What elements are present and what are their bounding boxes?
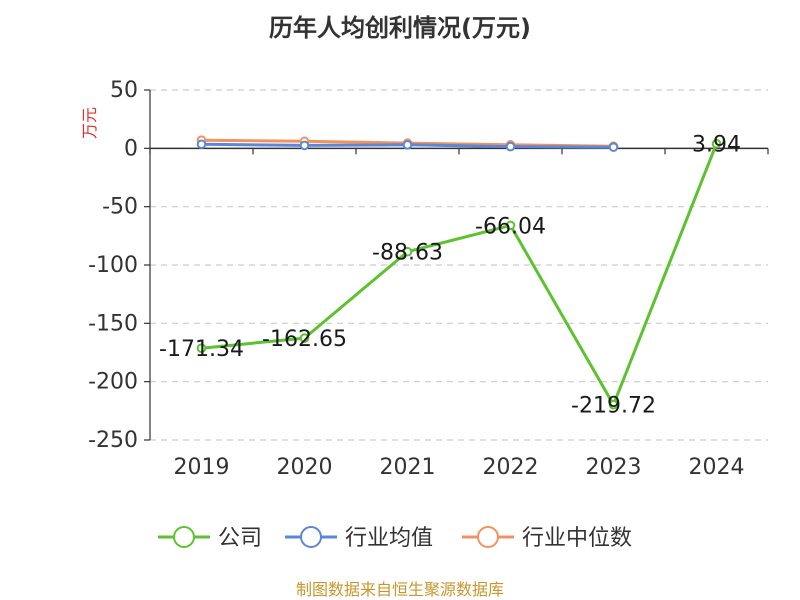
series-point-0 (505, 220, 516, 231)
legend-marker (173, 526, 195, 548)
series-line-0 (201, 143, 718, 407)
series-point-0 (711, 138, 722, 149)
y-tick-label: -100 (88, 253, 138, 278)
data-label: -171.34 (159, 337, 244, 362)
y-tick-label: -200 (88, 370, 138, 395)
chart-title: 历年人均创利情况(万元) (269, 14, 531, 42)
series-point-1 (196, 139, 207, 150)
data-labels: -171.34 -162.65 -88.63 -66.04 -219.72 3.94 (159, 133, 741, 419)
legend-label: 公司 (218, 526, 262, 551)
y-tick-label: -250 (88, 428, 138, 453)
legend-label: 行业均值 (345, 526, 433, 551)
series-point-1 (505, 141, 516, 152)
source-note: 制图数据来自恒生聚源数据库 (296, 580, 504, 599)
series-point-0 (608, 399, 619, 410)
axes (144, 89, 769, 441)
y-tick-label: -150 (88, 311, 138, 336)
x-tick-label: 2021 (380, 455, 436, 480)
data-label: -219.72 (571, 394, 656, 419)
grid-lines (150, 89, 768, 441)
y-tick-label: 50 (110, 78, 138, 103)
legend-item-1[interactable]: 行业均值 (285, 526, 433, 551)
legend[interactable]: 公司 行业均值 行业中位数 (158, 526, 632, 551)
x-tick-labels: 2019 2020 2021 2022 2023 2024 (174, 455, 745, 480)
series-point-0 (196, 343, 207, 354)
data-label: -66.04 (475, 214, 546, 239)
series-point-0 (402, 246, 413, 257)
data-label: -162.65 (262, 327, 347, 352)
legend-marker (300, 526, 322, 548)
series-point-1 (608, 142, 619, 152)
x-tick-label: 2024 (689, 455, 745, 480)
series-layer (196, 135, 722, 410)
data-label: -88.63 (372, 241, 443, 266)
series-point-0 (299, 333, 310, 343)
series-point-1 (402, 140, 413, 150)
x-tick-label: 2020 (277, 455, 333, 480)
x-tick-label: 2019 (174, 455, 230, 480)
legend-label: 行业中位数 (522, 526, 632, 551)
legend-item-2[interactable]: 行业中位数 (462, 526, 632, 551)
y-tick-labels: 50 0 -50 -100 -150 -200 -250 (88, 78, 138, 453)
x-tick-label: 2023 (586, 455, 642, 480)
x-tick-label: 2022 (483, 455, 539, 480)
y-axis-label: 万元 (80, 107, 99, 139)
y-tick-label: -50 (102, 195, 138, 220)
legend-item-0[interactable]: 公司 (158, 526, 262, 551)
legend-marker (477, 526, 499, 548)
series-point-1 (299, 140, 310, 151)
data-label: 3.94 (692, 133, 741, 158)
y-tick-label: 0 (124, 136, 138, 161)
